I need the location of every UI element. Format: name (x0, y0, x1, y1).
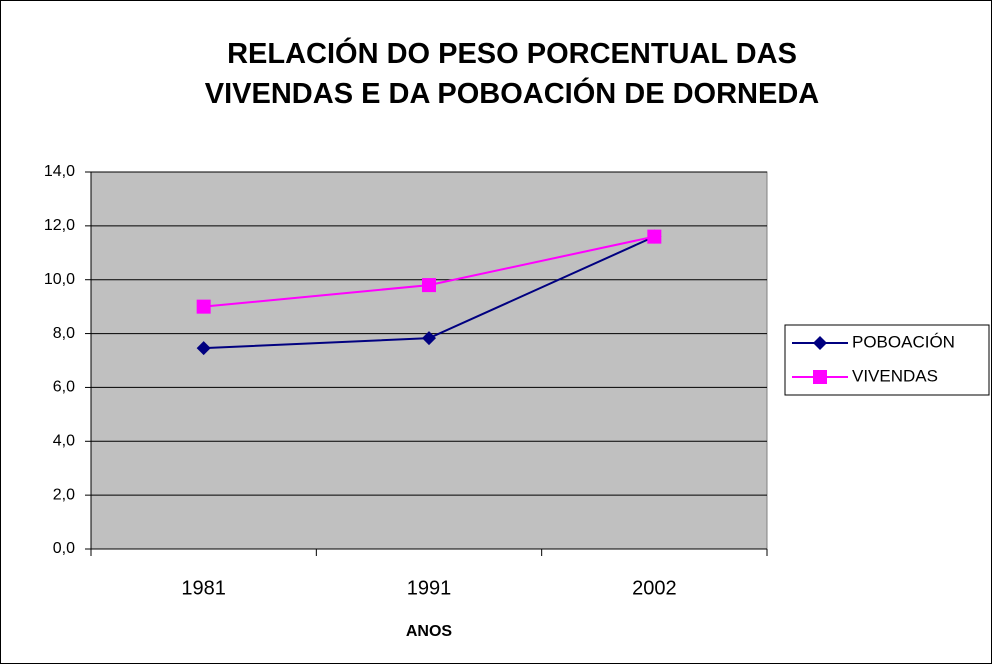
y-tick-label: 12,0 (44, 217, 75, 234)
data-point (647, 229, 662, 244)
data-point (422, 331, 436, 346)
y-tick-label: 2,0 (53, 486, 75, 503)
y-tick-label: 6,0 (53, 379, 75, 396)
x-tick-label: 1981 (181, 577, 226, 599)
data-point (422, 278, 436, 293)
data-point (196, 299, 211, 314)
legend-label: POBOACIÓN (852, 332, 955, 351)
x-tick-label: 1991 (407, 577, 452, 599)
y-tick-label: 14,0 (44, 163, 75, 180)
y-tick-label: 0,0 (53, 540, 75, 557)
legend-label: VIVENDAS (852, 366, 938, 385)
legend-marker (813, 336, 827, 350)
y-tick-label: 8,0 (53, 325, 75, 342)
y-tick-label: 10,0 (44, 271, 75, 288)
x-axis-label: ANOS (406, 623, 453, 640)
chart-title: RELACIÓN DO PESO PORCENTUAL DAS VIVENDAS… (204, 38, 820, 110)
y-tick-label: 4,0 (53, 433, 75, 450)
plot-area (90, 171, 768, 550)
legend-marker (813, 370, 827, 384)
data-point (196, 341, 211, 356)
x-tick-label: 2002 (632, 577, 677, 599)
